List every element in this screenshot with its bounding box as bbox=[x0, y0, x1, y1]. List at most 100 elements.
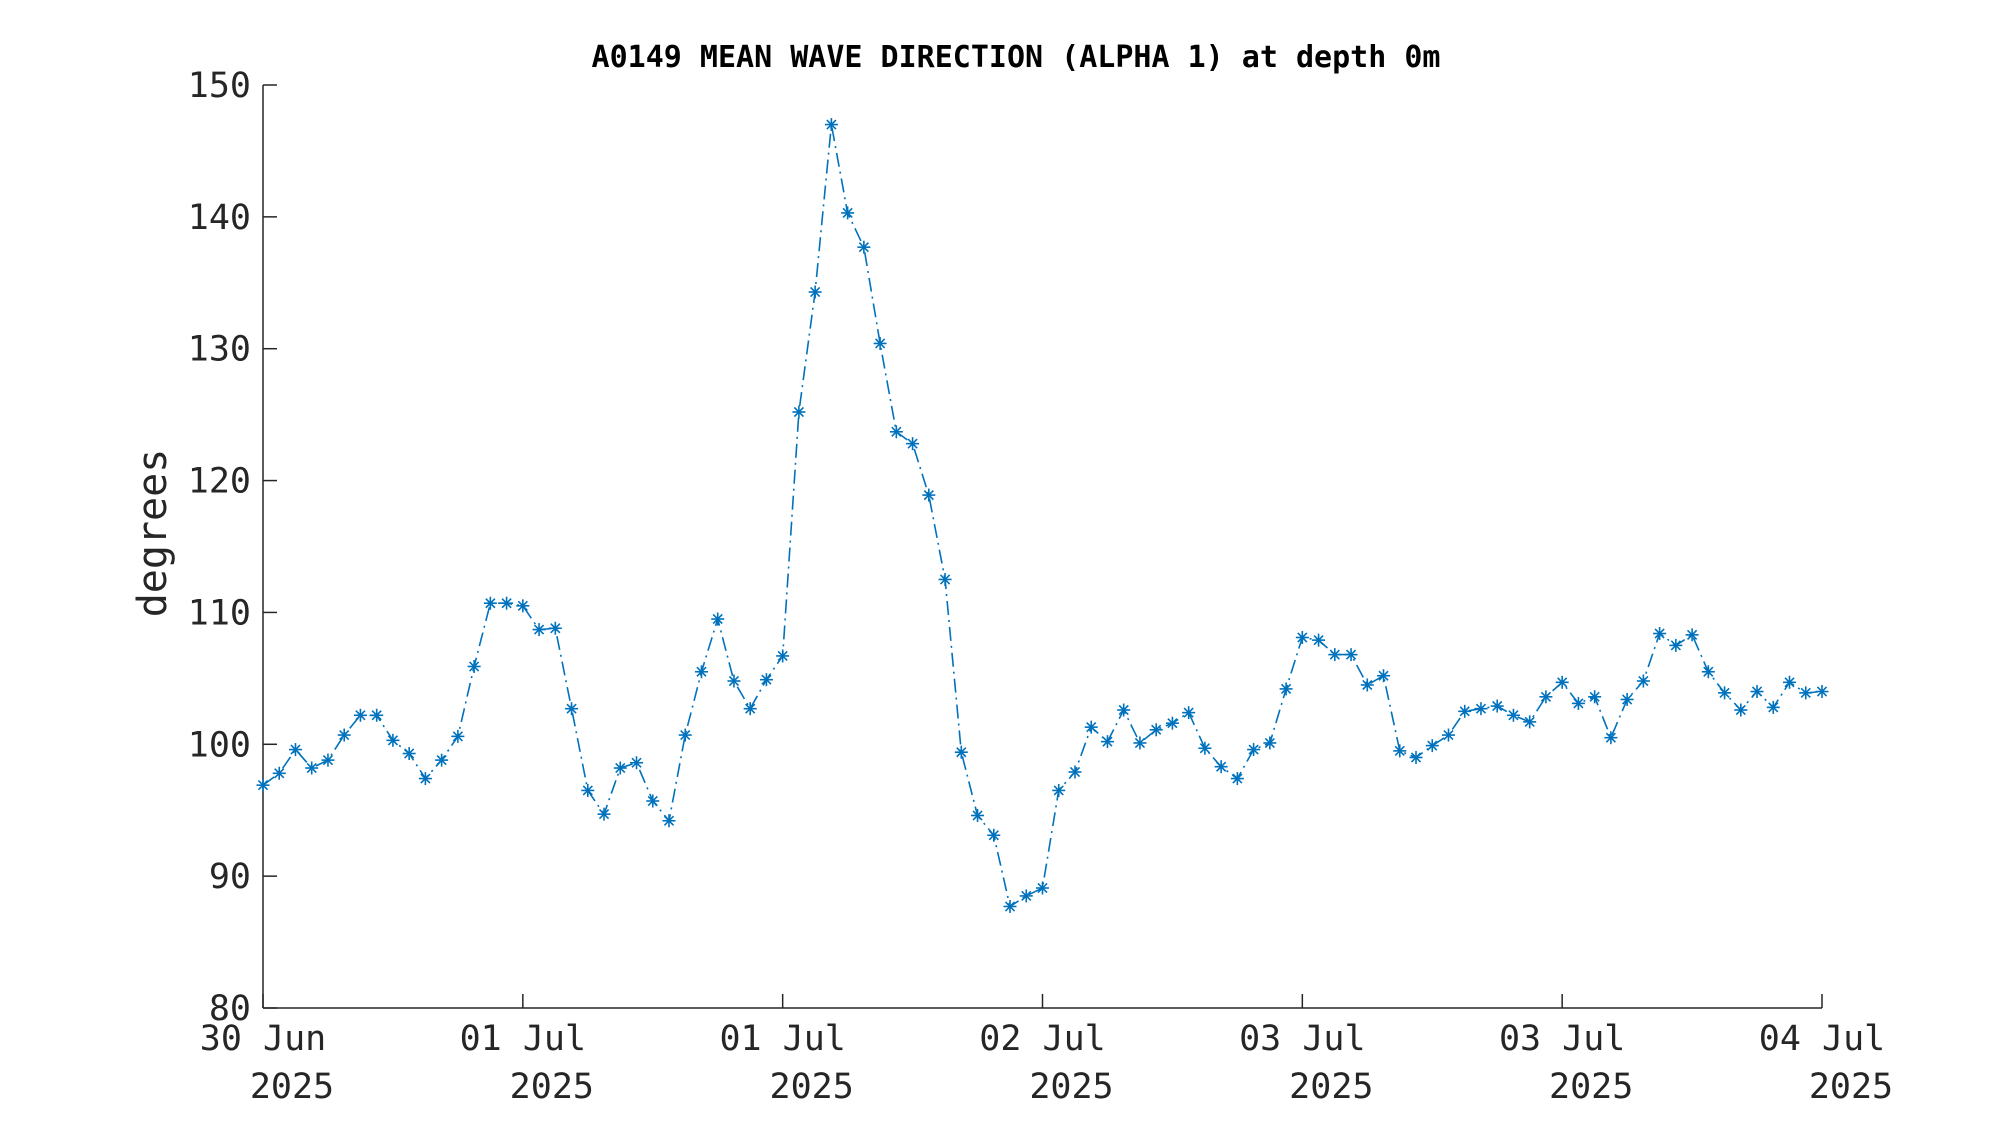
data-point bbox=[1133, 736, 1147, 750]
data-point bbox=[759, 673, 773, 687]
data-point bbox=[808, 285, 822, 299]
data-point bbox=[418, 772, 432, 786]
data-point bbox=[500, 596, 514, 610]
y-tick-label: 130 bbox=[188, 330, 251, 370]
x-tick-label-date: 02 Jul bbox=[979, 1019, 1105, 1059]
data-point bbox=[272, 766, 286, 780]
data-point bbox=[938, 572, 952, 586]
data-point bbox=[1555, 675, 1569, 689]
data-point bbox=[1247, 743, 1261, 757]
x-tick-label-year: 2025 bbox=[250, 1067, 334, 1107]
data-point bbox=[857, 240, 871, 254]
data-point bbox=[1734, 703, 1748, 717]
x-tick-label-date: 01 Jul bbox=[719, 1019, 845, 1059]
data-point bbox=[1312, 633, 1326, 647]
data-point bbox=[1279, 682, 1293, 696]
data-point bbox=[1701, 665, 1715, 679]
y-tick-label: 150 bbox=[188, 66, 251, 106]
data-point bbox=[1393, 744, 1407, 758]
data-point bbox=[305, 761, 319, 775]
data-point bbox=[1571, 696, 1585, 710]
data-point bbox=[256, 778, 270, 792]
data-point bbox=[1295, 630, 1309, 644]
data-point bbox=[613, 761, 627, 775]
data-point bbox=[1669, 638, 1683, 652]
data-point bbox=[1425, 739, 1439, 753]
data-point bbox=[1117, 703, 1131, 717]
series-line bbox=[262, 124, 1823, 908]
data-point bbox=[1604, 731, 1618, 745]
data-point bbox=[1360, 678, 1374, 692]
x-tick-label-year: 2025 bbox=[510, 1067, 594, 1107]
data-point bbox=[1344, 648, 1358, 662]
data-point bbox=[467, 659, 481, 673]
chart-title: A0149 MEAN WAVE DIRECTION (ALPHA 1) at d… bbox=[592, 40, 1441, 75]
data-point bbox=[1799, 686, 1813, 700]
data-point bbox=[873, 336, 887, 350]
data-point bbox=[1198, 741, 1212, 755]
data-series bbox=[256, 118, 1829, 913]
data-point bbox=[1718, 686, 1732, 700]
data-point bbox=[1588, 690, 1602, 704]
data-point bbox=[954, 745, 968, 759]
data-point bbox=[1474, 702, 1488, 716]
data-point bbox=[1084, 720, 1098, 734]
data-point bbox=[694, 665, 708, 679]
data-point bbox=[532, 623, 546, 637]
x-tick-label-date: 30 Jun bbox=[200, 1019, 326, 1059]
data-point bbox=[1149, 723, 1163, 737]
data-point bbox=[548, 621, 562, 635]
y-axis-label: degrees bbox=[130, 449, 176, 618]
data-point bbox=[337, 728, 351, 742]
data-point bbox=[1165, 716, 1179, 730]
data-point bbox=[1182, 706, 1196, 720]
y-tick-label: 100 bbox=[188, 725, 251, 765]
axes bbox=[262, 85, 1822, 1009]
data-point bbox=[824, 118, 838, 132]
data-point bbox=[1263, 736, 1277, 750]
data-point bbox=[1019, 889, 1033, 903]
data-point bbox=[1815, 685, 1829, 699]
data-point bbox=[889, 425, 903, 439]
data-point bbox=[711, 612, 725, 626]
data-point bbox=[1052, 783, 1066, 797]
data-point bbox=[386, 733, 400, 747]
y-tick-label: 140 bbox=[188, 198, 251, 238]
data-point bbox=[1230, 772, 1244, 786]
y-tick-label: 90 bbox=[209, 857, 251, 897]
data-point bbox=[1506, 708, 1520, 722]
x-tick-label-date: 01 Jul bbox=[460, 1019, 586, 1059]
data-point bbox=[987, 828, 1001, 842]
data-point bbox=[1636, 674, 1650, 688]
data-point bbox=[1539, 690, 1553, 704]
data-point bbox=[646, 794, 660, 808]
y-tick-label: 80 bbox=[209, 989, 251, 1029]
data-point bbox=[678, 728, 692, 742]
data-point bbox=[1685, 628, 1699, 642]
data-point bbox=[1100, 735, 1114, 749]
data-point bbox=[630, 756, 644, 770]
data-point bbox=[727, 674, 741, 688]
x-axis-ticks: 30 Jun 2025 01 Jul 2025 01 Jul 2025 02 Jul 2025… bbox=[200, 994, 1893, 1107]
data-point bbox=[1328, 648, 1342, 662]
data-point bbox=[1750, 685, 1764, 699]
data-point bbox=[435, 753, 449, 767]
x-tick-label-date: 03 Jul bbox=[1239, 1019, 1365, 1059]
data-point bbox=[1036, 881, 1049, 895]
data-point bbox=[1377, 669, 1391, 683]
data-point bbox=[1783, 675, 1797, 689]
x-tick-label-year: 2025 bbox=[1549, 1067, 1633, 1107]
data-point bbox=[353, 708, 367, 722]
data-point bbox=[841, 206, 855, 220]
data-point bbox=[1441, 728, 1455, 742]
x-tick-label-year: 2025 bbox=[1809, 1067, 1893, 1107]
data-point bbox=[483, 596, 497, 610]
data-point bbox=[743, 702, 757, 716]
data-point bbox=[792, 405, 806, 419]
data-point bbox=[451, 729, 465, 743]
x-tick-label-year: 2025 bbox=[1029, 1067, 1113, 1107]
data-point bbox=[1409, 750, 1423, 764]
data-point bbox=[288, 743, 302, 757]
data-point bbox=[516, 599, 530, 613]
